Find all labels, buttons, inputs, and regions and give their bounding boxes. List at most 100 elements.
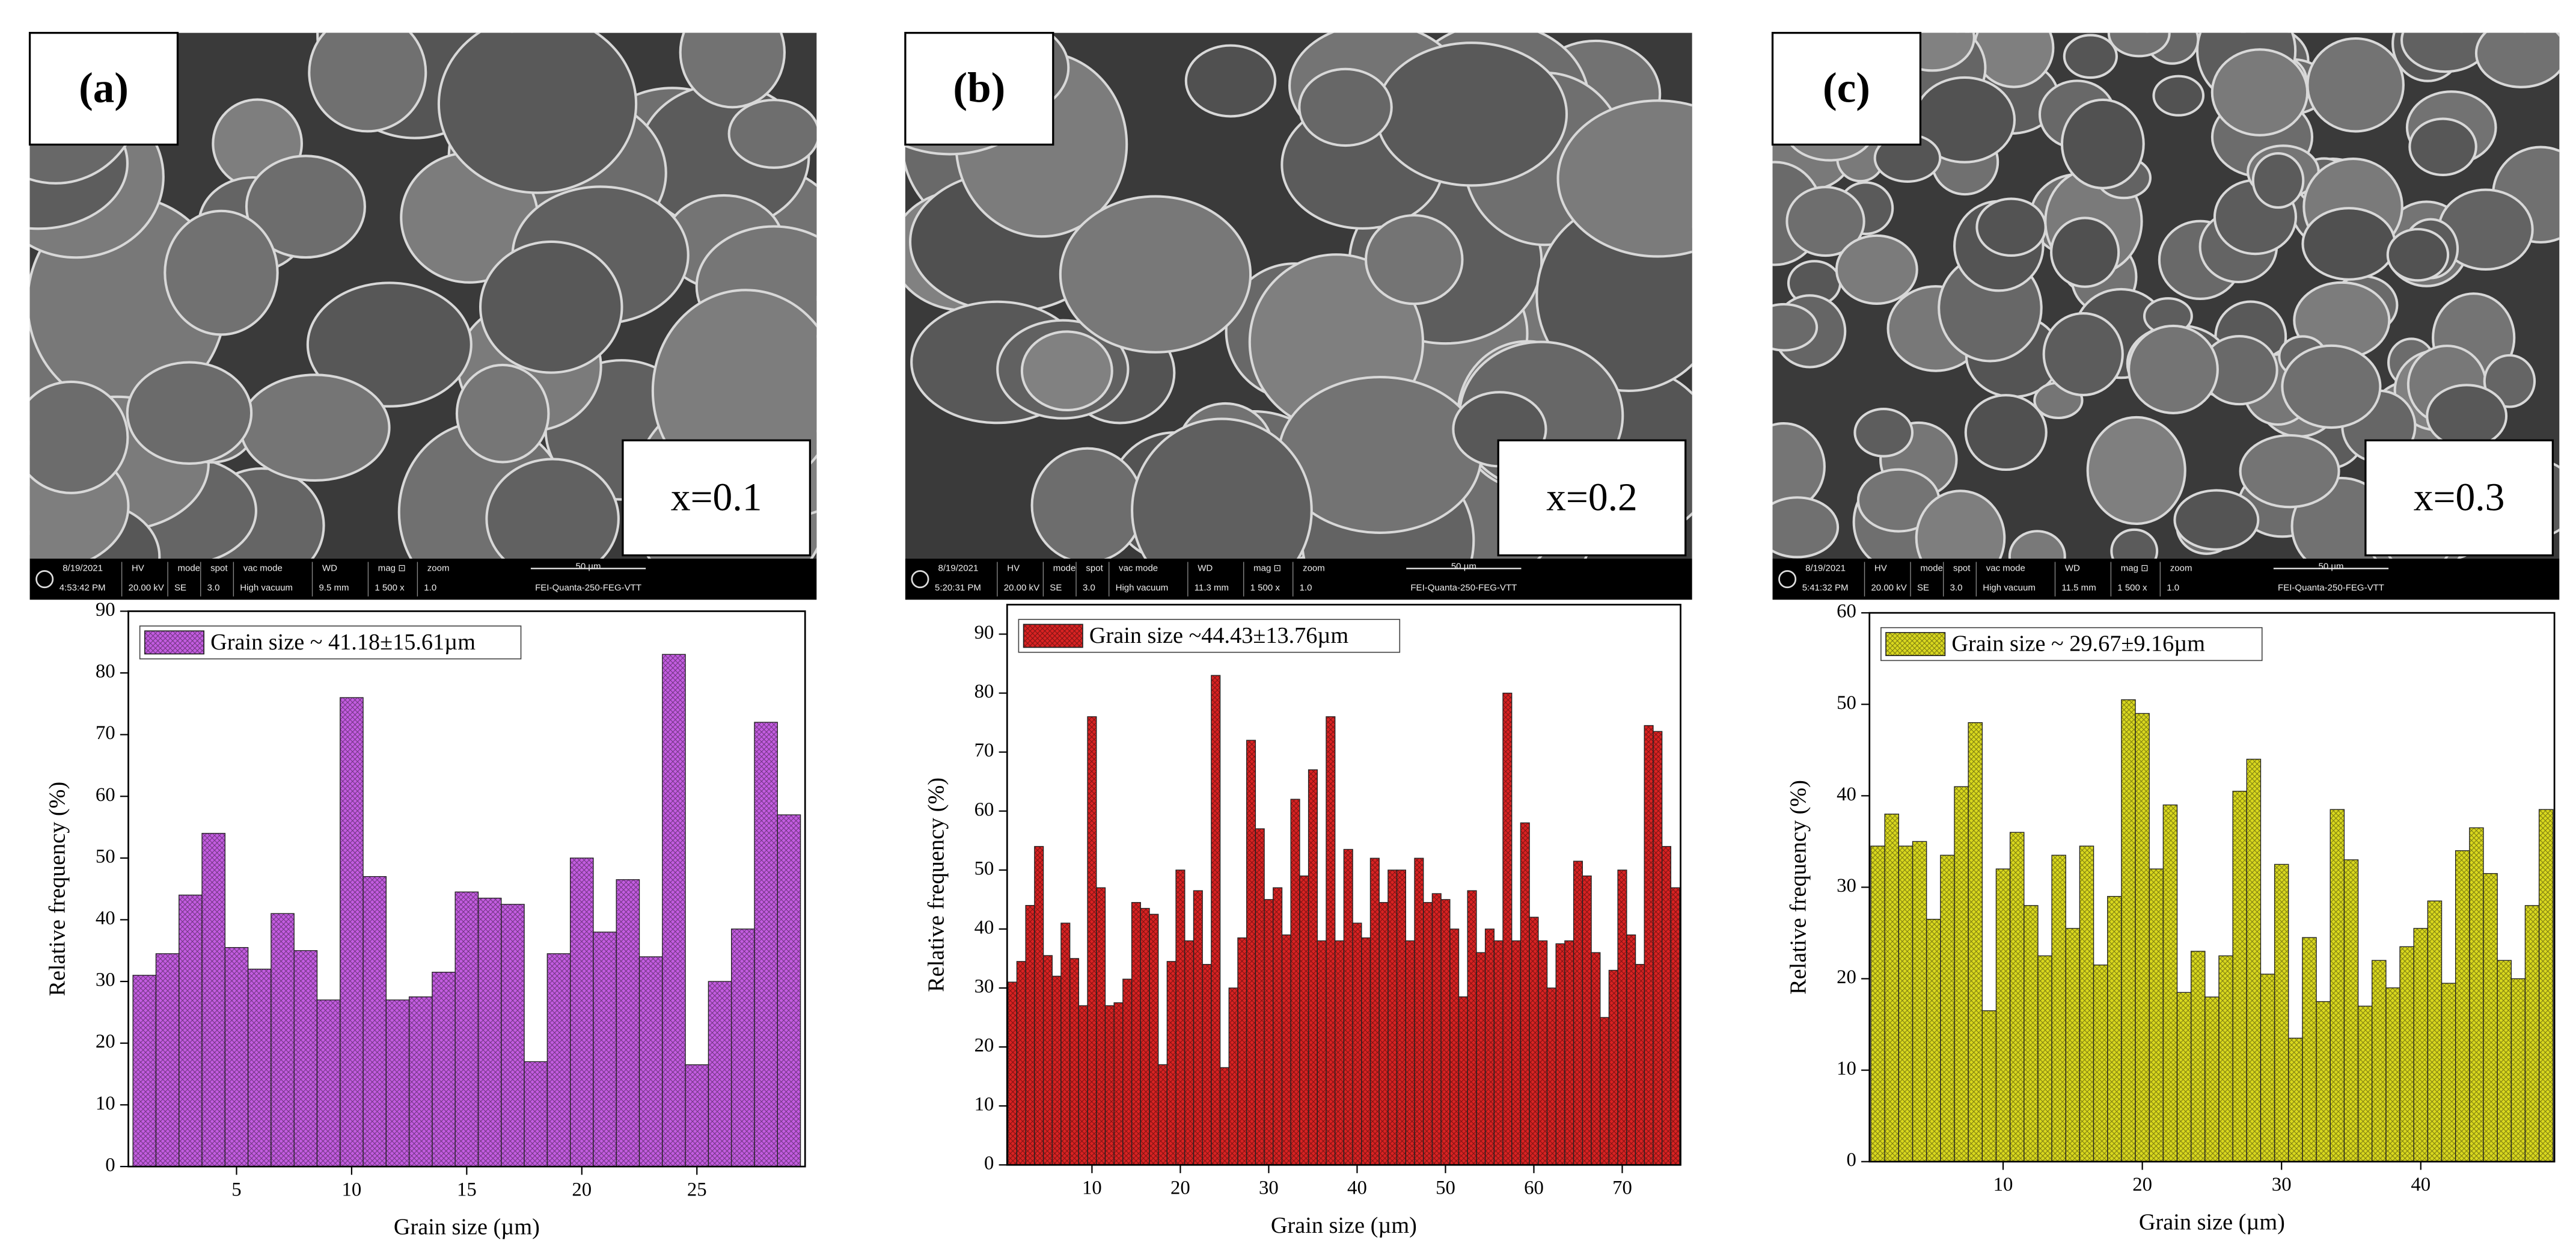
grain [1375, 41, 1568, 187]
grain [1184, 44, 1277, 118]
sem-header: spot [1953, 563, 1971, 573]
bar [2149, 868, 2164, 1162]
bar [1228, 987, 1238, 1165]
grain [2251, 152, 2305, 209]
bar [662, 654, 686, 1167]
x-tick-label: 15 [457, 1179, 477, 1200]
sem-header: mag ⊡ [2121, 563, 2149, 573]
grain [2086, 416, 2186, 526]
grain [2008, 530, 2066, 559]
x-axis-label: Grain size (µm) [394, 1215, 540, 1240]
grain [1853, 407, 1914, 458]
bar [477, 897, 502, 1167]
y-tick-label: 40 [974, 916, 994, 938]
bar [1122, 978, 1133, 1165]
bar [1484, 928, 1495, 1165]
bar [1661, 845, 1672, 1165]
legend-swatch [1885, 632, 1946, 657]
bar [155, 953, 180, 1167]
sem-header: vac mode [1119, 563, 1158, 573]
bar [1184, 940, 1195, 1165]
bar [1361, 937, 1371, 1165]
x-tick-label: 60 [1524, 1177, 1544, 1199]
y-tick-label: 70 [96, 722, 115, 744]
grain [245, 155, 366, 259]
bar [2510, 978, 2526, 1162]
sem-time: 5:41:32 PM [1802, 583, 1849, 593]
bar [1096, 887, 1106, 1165]
legend-label: Grain size ~ 29.67±9.16µm [1951, 631, 2205, 657]
bar [2316, 1001, 2331, 1162]
sem-instrument: FEI-Quanta-250-FEG-VTT [535, 583, 641, 593]
bar [1995, 868, 2011, 1162]
bar [616, 879, 640, 1167]
x-tick-label: 50 [1436, 1177, 1455, 1199]
bar [1423, 902, 1433, 1165]
legend-label: Grain size ~44.43±13.76µm [1089, 623, 1349, 648]
sem-date: 8/19/2021 [1805, 563, 1846, 573]
grain [2400, 32, 2491, 73]
bar [2274, 864, 2289, 1162]
bar [340, 697, 364, 1167]
bar [1529, 916, 1539, 1165]
bar [1555, 943, 1565, 1165]
grain [1975, 197, 2047, 257]
sem-value: 1 500 x [375, 583, 405, 593]
y-tick-label: 30 [1837, 875, 1856, 897]
bar [2121, 699, 2136, 1162]
bar [2107, 895, 2122, 1162]
bar [2024, 905, 2039, 1162]
sem-header: HV [1874, 563, 1887, 573]
x-tick-label: 25 [687, 1179, 707, 1200]
bar [1166, 961, 1176, 1165]
grain [455, 363, 550, 464]
bar [2037, 955, 2052, 1162]
bar [385, 999, 410, 1167]
sem-header: vac mode [1986, 563, 2025, 573]
bar [224, 947, 249, 1167]
bar [1281, 934, 1291, 1165]
bar [1635, 964, 1645, 1165]
sem-info-bar [29, 558, 817, 600]
grain [2408, 117, 2477, 176]
composition-box [2364, 439, 2554, 557]
y-axis-label: Relative frequency (%) [923, 778, 949, 992]
sem-header: HV [132, 563, 144, 573]
grain [2060, 98, 2145, 189]
bar [1617, 870, 1627, 1165]
bar [1343, 848, 1353, 1165]
bar [708, 981, 732, 1167]
grain [679, 32, 786, 109]
bar [1440, 899, 1451, 1165]
bar [1202, 964, 1212, 1165]
bar [1157, 1064, 1168, 1165]
grain [437, 32, 638, 194]
y-tick-label: 60 [1837, 601, 1856, 622]
sem-date: 8/19/2021 [63, 563, 103, 573]
grain [2474, 32, 2560, 88]
grain [1772, 496, 1840, 559]
sem-scale: 50 µm [2318, 562, 2343, 572]
bar [1016, 961, 1026, 1165]
grain [308, 32, 427, 133]
sem-value: 20.00 kV [1004, 583, 1039, 593]
composition-label: x=0.2 [1546, 476, 1638, 519]
grain [2110, 528, 2159, 559]
grain [239, 373, 391, 482]
bar [1405, 940, 1415, 1165]
bar [1653, 731, 1663, 1165]
sem-value: 11.5 mm [2061, 583, 2096, 593]
grain [1835, 234, 1918, 305]
sem-value: High vacuum [1116, 583, 1169, 593]
x-tick-label: 30 [2272, 1174, 2292, 1195]
sem-icon [911, 570, 929, 589]
sem-value: 1 500 x [2117, 583, 2147, 593]
sem-value: 1.0 [2167, 583, 2179, 593]
sem-icon [1778, 570, 1797, 589]
bar [731, 928, 755, 1167]
bar [1317, 940, 1327, 1165]
y-tick-label: 80 [96, 661, 115, 683]
bar [2483, 873, 2498, 1162]
bar [2497, 960, 2512, 1162]
bar [1981, 1010, 1997, 1162]
